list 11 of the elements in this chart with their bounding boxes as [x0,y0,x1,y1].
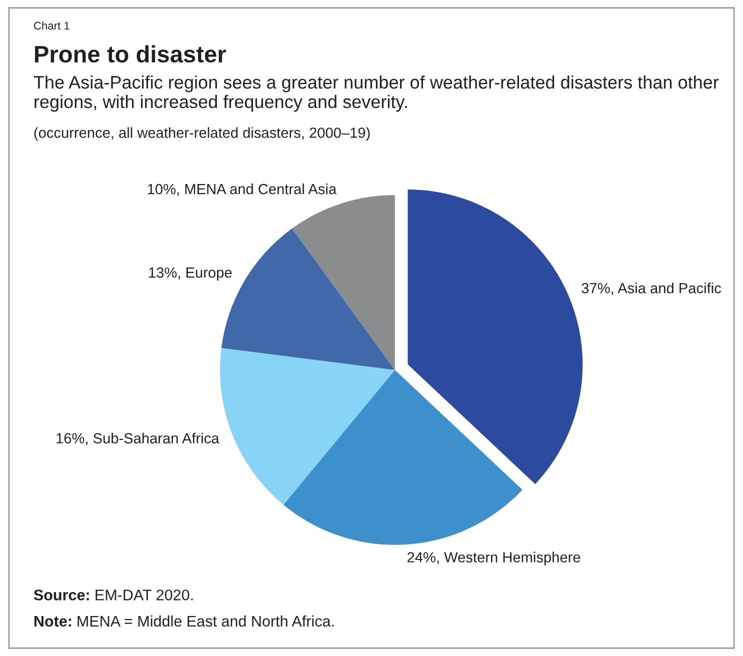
chart-subtitle: The Asia-Pacific region sees a greater number of weather-related disasters than other regions, with increased frequency and severity. [34,75,719,112]
caption: Chart 1 [34,21,70,30]
slice-label: 37%, Asia and Pacific [582,282,721,296]
slice-label: 24%, Western Hemisphere [408,552,580,566]
slice-label: 10%, MENA and Central Asia [148,184,337,196]
slice-label: 16%, Sub-Saharan Africa [56,432,220,446]
slice-label: 13%, Europe [149,267,232,281]
chart-title: Prone to disaster [35,45,226,63]
text: Note: MENA = Middle East and North Africa. [34,615,334,627]
source-note: Source: EM-DAT 2020. [34,590,193,600]
text: (occurrence, all weather-related disasters, 2000–19) [34,127,370,141]
